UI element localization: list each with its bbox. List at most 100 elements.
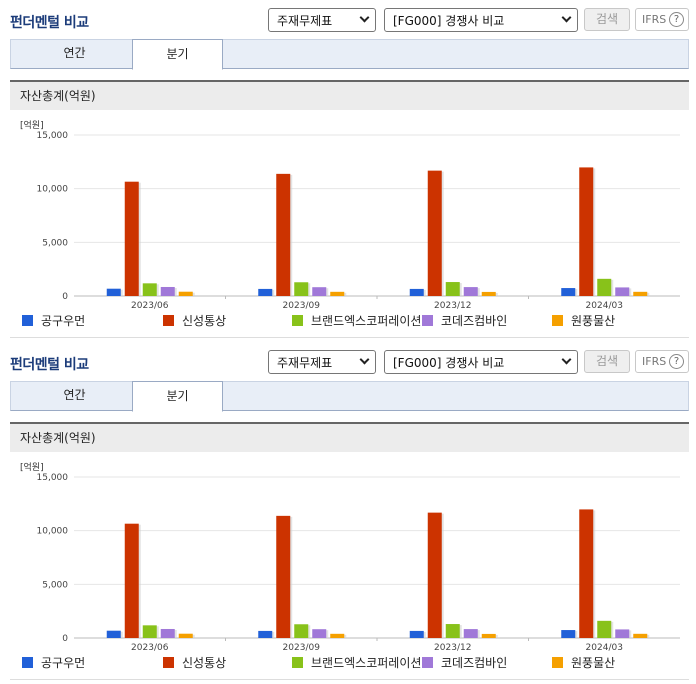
bar [481,291,496,296]
legend-label: 신성통상 [182,656,227,670]
x-tick-label: 2023/06 [131,301,169,310]
ifrs-button[interactable]: IFRS ? [635,350,689,373]
legend-label: 공구우먼 [41,656,86,670]
legend-label: 공구우먼 [41,314,86,328]
bar [633,633,648,638]
bar [409,630,424,638]
legend-swatch [163,315,174,326]
bar [330,633,345,638]
divider [10,337,689,338]
bar [633,291,648,296]
y-tick-label: 0 [62,292,68,302]
legend-swatch [552,315,563,326]
chart-title: 자산총계(억원) [10,80,689,110]
bar [561,288,576,296]
legend-swatch [292,657,303,668]
x-tick-label: 2023/09 [283,643,321,652]
chevron-down-icon [561,354,572,365]
y-tick-label: 10,000 [37,527,69,537]
y-tick-label: 5,000 [42,580,68,590]
chevron-down-icon [561,12,572,23]
legend-label: 원풍물산 [571,314,616,328]
tab-quarterly[interactable]: 분기 [132,39,223,70]
tab-quarterly[interactable]: 분기 [132,381,223,412]
legend-item[interactable]: 원풍물산 [552,312,615,329]
tab-annual[interactable]: 연간 [63,388,86,402]
bar [276,173,291,296]
statement-type-select[interactable]: 주재무제표 [268,350,376,374]
bar [463,287,478,296]
legend-label: 브랜드엑스코퍼레이션 [311,656,422,670]
comparison-select[interactable]: [FG000] 경쟁사 비교 [384,350,578,374]
legend-swatch [22,315,33,326]
bar [597,620,612,638]
legend-item[interactable]: 코데즈컴바인 [422,654,507,671]
unit-label: [억원] [20,121,44,131]
legend-item[interactable]: 원풍물산 [552,654,615,671]
bar [427,512,442,638]
bar [312,287,327,296]
legend-item[interactable]: 공구우먼 [22,654,85,671]
y-tick-label: 5,000 [42,238,68,248]
statement-type-value: 주재무제표 [277,356,333,370]
legend-item[interactable]: 공구우먼 [22,312,85,329]
x-tick-label: 2024/03 [586,301,623,310]
chevron-down-icon [359,12,370,23]
bar [178,291,193,296]
x-tick-label: 2023/06 [131,643,169,652]
comparison-value: [FG000] 경쟁사 비교 [393,356,505,370]
legend-label: 원풍물산 [571,656,616,670]
chevron-down-icon [359,354,370,365]
fundamental-panel-2: 펀더멘털 비교 주재무제표 [FG000] 경쟁사 비교 검색 IFRS ? 연… [0,342,696,684]
bar [615,629,630,638]
panel-title: 펀더멘털 비교 [10,357,89,373]
chart-legend: 공구우먼 신성통상 브랜드엑스코퍼레이션 코데즈컴바인 원풍물산 [22,654,692,672]
bar [445,282,460,296]
help-icon[interactable]: ? [669,354,684,369]
comparison-select[interactable]: [FG000] 경쟁사 비교 [384,8,578,32]
panel-title: 펀더멘털 비교 [10,15,89,31]
comparison-value: [FG000] 경쟁사 비교 [393,14,505,28]
bar [312,629,327,638]
fundamental-panel-1: 펀더멘털 비교 주재무제표 [FG000] 경쟁사 비교 검색 IFRS ? 연… [10,8,689,338]
bar [561,630,576,638]
x-tick-label: 2023/12 [434,643,471,652]
bar [409,288,424,296]
statement-type-value: 주재무제표 [277,14,333,28]
bar [124,523,139,638]
period-tabs: 연간 분기 [10,381,689,412]
search-button[interactable]: 검색 [584,8,630,31]
bar [427,170,442,296]
help-icon[interactable]: ? [669,12,684,27]
legend-item[interactable]: 브랜드엑스코퍼레이션 [292,312,421,329]
search-button[interactable]: 검색 [584,350,630,373]
bar [124,181,139,296]
statement-type-select[interactable]: 주재무제표 [268,8,376,32]
bar [142,283,157,296]
chart-area: [억원] 0 5,000 10,000 15,000 2023/06 2023/09 202… [10,110,689,311]
legend-item[interactable]: 신성통상 [163,312,226,329]
bar-chart: 0 5,000 10,000 15,000 2023/06 2023/09 2023/12 2… [37,473,680,653]
x-tick-label: 2023/12 [434,301,471,310]
y-tick-label: 10,000 [37,185,69,195]
legend-item[interactable]: 코데즈컴바인 [422,312,507,329]
bar [579,509,594,638]
bar [330,291,345,296]
tab-annual[interactable]: 연간 [63,46,86,60]
y-tick-label: 15,000 [37,473,69,483]
legend-item[interactable]: 신성통상 [163,654,226,671]
bar [463,629,478,638]
divider [10,679,689,680]
legend-label: 신성통상 [182,314,227,328]
bar [142,625,157,638]
bar [294,624,309,638]
legend-swatch [422,315,433,326]
ifrs-button[interactable]: IFRS ? [635,8,689,31]
chart-title: 자산총계(억원) [10,422,689,452]
bar [258,630,273,638]
legend-item[interactable]: 브랜드엑스코퍼레이션 [292,654,421,671]
bar [160,286,175,296]
bar [615,287,630,296]
legend-label: 코데즈컴바인 [441,314,508,328]
y-tick-label: 15,000 [37,131,69,141]
